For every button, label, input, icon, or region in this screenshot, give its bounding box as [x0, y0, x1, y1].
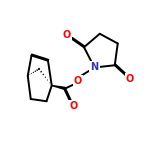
Text: O: O [74, 76, 82, 86]
Polygon shape [52, 85, 66, 90]
Text: O: O [126, 74, 134, 84]
Text: O: O [69, 101, 78, 111]
Text: O: O [63, 30, 71, 40]
Text: N: N [90, 63, 99, 72]
